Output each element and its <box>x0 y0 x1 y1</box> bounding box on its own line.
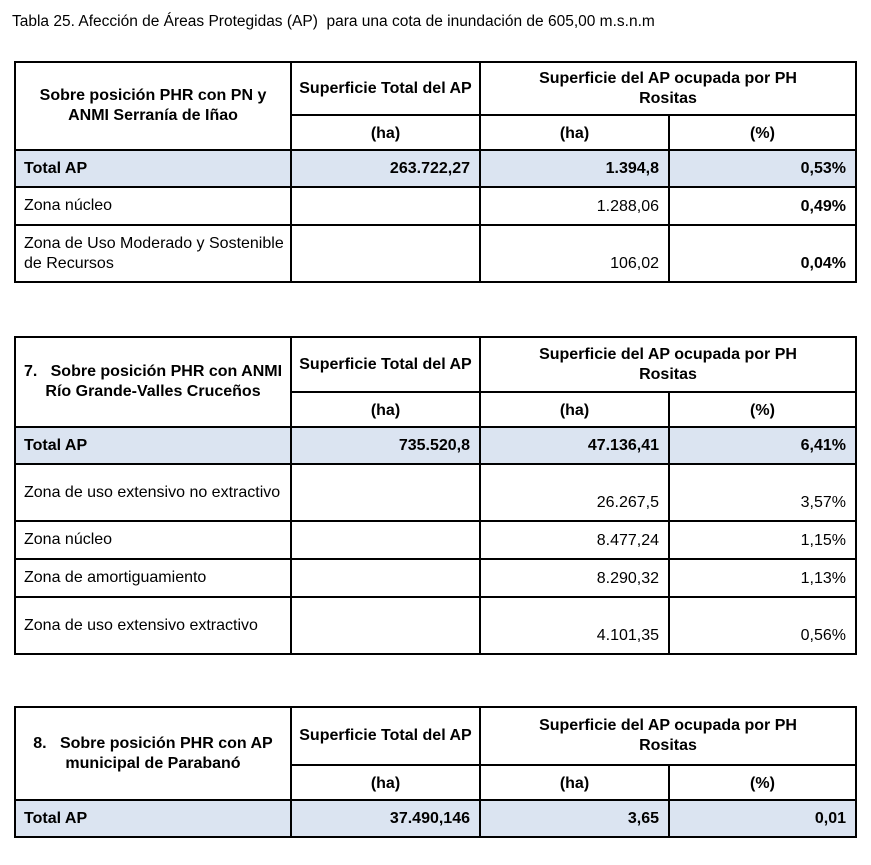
total-ha-cell <box>290 186 481 226</box>
label-cell: Zona de Uso Moderado y Sostenible de Rec… <box>14 224 292 283</box>
row-zona-uso-moderado: Zona de Uso Moderado y Sostenible de Rec… <box>14 224 857 283</box>
label-cell: Zona núcleo <box>14 186 292 226</box>
occupied-pct-cell: 0,53% <box>668 149 857 188</box>
total-ha-cell: 37.490,146 <box>290 799 481 838</box>
header-occupied-ha-unit: (ha) <box>479 764 670 801</box>
occupied-ha-cell: 8.477,24 <box>479 520 670 560</box>
table-title-cell: 7. Sobre posición PHR con ANMI Río Grand… <box>14 336 292 428</box>
header-total-ha-unit: (ha) <box>290 391 481 428</box>
header-superficie-ocupada-text: Superficie del AP ocupada por PH Rositas <box>539 69 797 107</box>
total-ha-cell: 735.520,8 <box>290 426 481 465</box>
row-total-ap: Total AP 37.490,146 3,65 0,01 <box>14 799 857 838</box>
occupied-pct-cell: 0,56% <box>668 596 857 655</box>
occupied-pct-cell: 0,49% <box>668 186 857 226</box>
occupied-pct-cell: 1,13% <box>668 558 857 598</box>
header-superficie-ocupada-text: Superficie del AP ocupada por PH Rositas <box>539 345 797 383</box>
header-occupied-ha-unit: (ha) <box>479 391 670 428</box>
occupied-pct-cell: 6,41% <box>668 426 857 465</box>
total-ha-cell: 263.722,27 <box>290 149 481 188</box>
header-superficie-ocupada-text: Superficie del AP ocupada por PH Rositas <box>539 717 797 754</box>
occupied-ha-cell: 4.101,35 <box>479 596 670 655</box>
table-parabano: 8. Sobre posición PHR con AP municipal d… <box>14 706 857 838</box>
label-cell: Zona de uso extensivo no extractivo <box>14 463 292 522</box>
total-ha-cell <box>290 463 481 522</box>
row-zona-nucleo: Zona núcleo 8.477,24 1,15% <box>14 520 857 560</box>
row-zona-nucleo: Zona núcleo 1.288,06 0,49% <box>14 186 857 226</box>
row-total-ap: Total AP 735.520,8 47.136,41 6,41% <box>14 426 857 465</box>
header-superficie-ocupada: Superficie del AP ocupada por PH Rositas <box>479 706 857 766</box>
header-occupied-ha-unit: (ha) <box>479 114 670 151</box>
table-rio-grande-valles-crucenos: 7. Sobre posición PHR con ANMI Río Grand… <box>14 336 857 655</box>
label-cell: Total AP <box>14 426 292 465</box>
occupied-ha-cell: 1.288,06 <box>479 186 670 226</box>
total-ha-cell <box>290 558 481 598</box>
occupied-ha-cell: 3,65 <box>479 799 670 838</box>
header-occupied-pct-unit: (%) <box>668 114 857 151</box>
header-occupied-pct-unit: (%) <box>668 764 857 801</box>
row-zona-uso-extensivo-extractivo: Zona de uso extensivo extractivo 4.101,3… <box>14 596 857 655</box>
occupied-pct-cell: 1,15% <box>668 520 857 560</box>
header-total-ha-unit: (ha) <box>290 764 481 801</box>
label-cell: Total AP <box>14 799 292 838</box>
row-zona-uso-extensivo-no-extractivo: Zona de uso extensivo no extractivo 26.2… <box>14 463 857 522</box>
label-cell: Zona de uso extensivo extractivo <box>14 596 292 655</box>
header-total-ha-unit: (ha) <box>290 114 481 151</box>
occupied-ha-cell: 1.394,8 <box>479 149 670 188</box>
header-superficie-ocupada: Superficie del AP ocupada por PH Rositas <box>479 336 857 393</box>
total-ha-cell <box>290 596 481 655</box>
occupied-pct-cell: 0,04% <box>668 224 857 283</box>
occupied-ha-cell: 8.290,32 <box>479 558 670 598</box>
occupied-ha-cell: 26.267,5 <box>479 463 670 522</box>
total-ha-cell <box>290 520 481 560</box>
occupied-pct-cell: 3,57% <box>668 463 857 522</box>
table-caption: Tabla 25. Afección de Áreas Protegidas (… <box>12 13 655 30</box>
document-page: Tabla 25. Afección de Áreas Protegidas (… <box>12 13 857 838</box>
table-title-cell: 8. Sobre posición PHR con AP municipal d… <box>14 706 292 801</box>
header-occupied-pct-unit: (%) <box>668 391 857 428</box>
total-ha-cell <box>290 224 481 283</box>
table-title-cell: Sobre posición PHR con PN y ANMI Serraní… <box>14 61 292 151</box>
label-cell: Zona núcleo <box>14 520 292 560</box>
row-total-ap: Total AP 263.722,27 1.394,8 0,53% <box>14 149 857 188</box>
row-zona-amortiguamiento: Zona de amortiguamiento 8.290,32 1,13% <box>14 558 857 598</box>
label-cell: Zona de amortiguamiento <box>14 558 292 598</box>
occupied-ha-cell: 47.136,41 <box>479 426 670 465</box>
occupied-pct-cell: 0,01 <box>668 799 857 838</box>
label-cell: Total AP <box>14 149 292 188</box>
occupied-ha-cell: 106,02 <box>479 224 670 283</box>
header-superficie-ocupada: Superficie del AP ocupada por PH Rositas <box>479 61 857 116</box>
header-superficie-total: Superficie Total del AP <box>290 61 481 116</box>
header-superficie-total: Superficie Total del AP <box>290 336 481 393</box>
table-serrania-inao: Sobre posición PHR con PN y ANMI Serraní… <box>14 61 857 283</box>
header-superficie-total: Superficie Total del AP <box>290 706 481 766</box>
